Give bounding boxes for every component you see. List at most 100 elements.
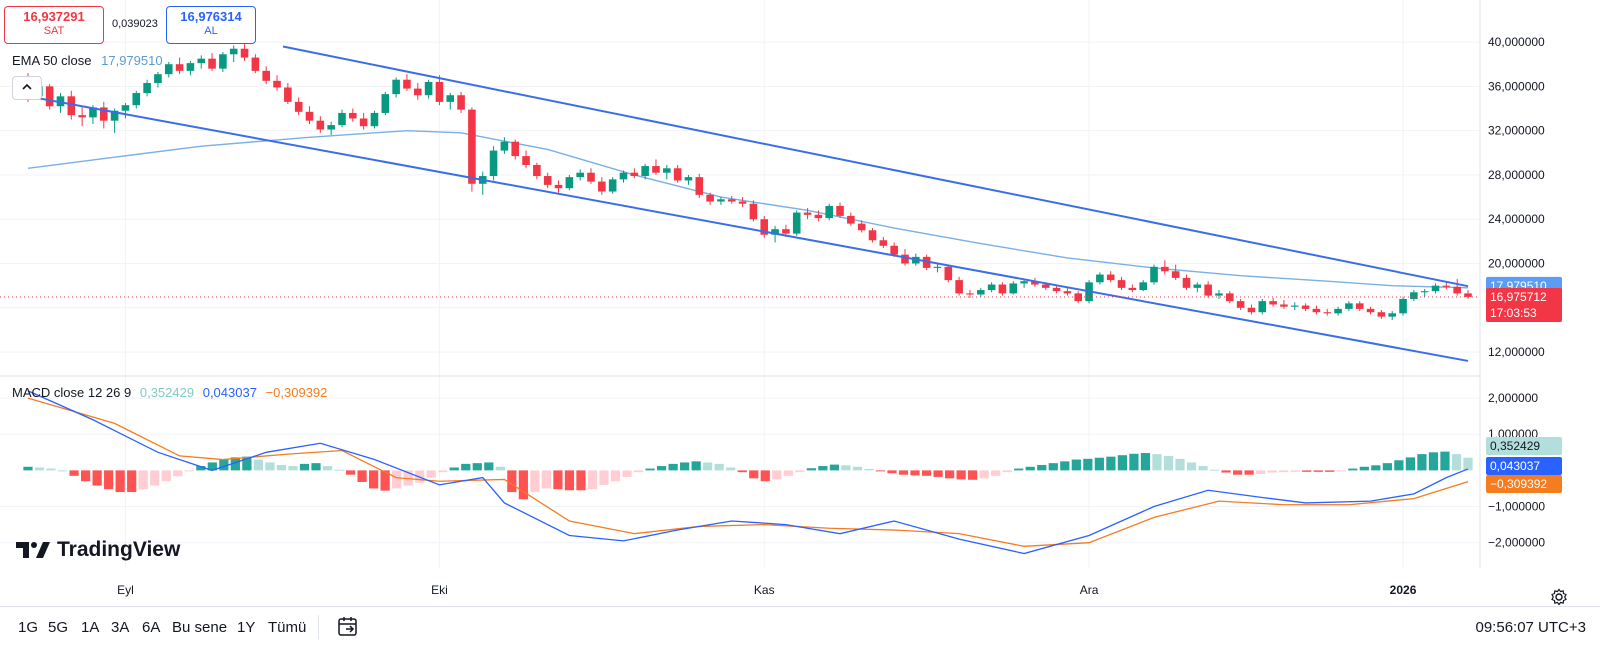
- macd-hist-label-bg: [1486, 437, 1562, 455]
- candle-body: [500, 141, 509, 151]
- candle-body: [1247, 307, 1256, 313]
- macd-histogram-bar: [956, 470, 966, 480]
- price-axis-tick: 12,000000: [1488, 345, 1545, 359]
- candle-body: [1290, 305, 1299, 307]
- sell-label: SAT: [43, 25, 65, 37]
- macd-histogram-bar: [668, 463, 678, 471]
- macd-histogram-bar: [253, 459, 264, 471]
- candle-body: [1323, 312, 1332, 314]
- macd-histogram-bar: [783, 470, 793, 476]
- candle-body: [663, 168, 671, 173]
- tradingview-logo[interactable]: TradingView: [16, 538, 180, 562]
- toolbar-divider: [318, 615, 319, 639]
- candle-body: [771, 229, 779, 235]
- timeframe-1a[interactable]: 1A: [81, 619, 100, 636]
- macd-histogram-bar: [622, 470, 632, 477]
- sell-price-box[interactable]: 16,937291 SAT: [4, 6, 104, 44]
- macd-histogram-bar: [553, 470, 563, 490]
- candle-body: [262, 70, 270, 81]
- macd-histogram-bar: [633, 470, 644, 473]
- macd-histogram-bar: [1186, 462, 1197, 471]
- chart-canvas[interactable]: 12,00000016,00000020,00000024,00000028,0…: [0, 0, 1600, 606]
- macd-legend-name: MACD close 12 26 9: [12, 385, 132, 400]
- candle-body: [186, 63, 195, 71]
- candle-body: [327, 125, 335, 130]
- macd-histogram-bar: [656, 466, 667, 471]
- timeframe-bu-sene[interactable]: Bu sene: [172, 619, 228, 636]
- timeframe-tumu[interactable]: Tümü: [268, 619, 307, 636]
- timeframe-5g[interactable]: 5G: [48, 619, 69, 636]
- candle-body: [1041, 284, 1050, 288]
- sell-price: 16,937291: [23, 9, 85, 24]
- candle-body: [294, 101, 303, 112]
- macd-histogram-bar: [875, 470, 886, 472]
- macd-signal-label: −0,309392: [1490, 477, 1547, 491]
- macd-histogram-bar: [806, 468, 816, 471]
- macd-histogram-bar: [1037, 464, 1047, 471]
- candle-body: [392, 79, 400, 95]
- candle-body: [608, 179, 617, 192]
- candle-body: [208, 58, 216, 69]
- time-axis-tick: 2026: [1390, 583, 1417, 597]
- calendar-range-icon: [338, 617, 357, 636]
- macd-histogram-bar: [829, 464, 840, 471]
- macd-histogram-bar: [1244, 470, 1254, 475]
- candle-body: [554, 184, 563, 189]
- candle-body: [359, 118, 368, 127]
- macd-histogram-bar: [276, 464, 287, 471]
- candle-body: [1399, 298, 1407, 314]
- macd-histogram-bar: [230, 457, 240, 471]
- candle-body: [1031, 281, 1039, 285]
- candle-body: [381, 94, 390, 113]
- candle-body: [511, 141, 520, 157]
- timeframe-3a[interactable]: 3A: [111, 619, 130, 636]
- macd-histogram-bar: [161, 470, 171, 482]
- macd-axis-tick: 2,000000: [1488, 391, 1538, 405]
- macd-histogram-bar: [1221, 470, 1231, 473]
- macd-histogram-bar: [449, 467, 459, 471]
- candle-body: [1193, 284, 1202, 288]
- macd-histogram-bar: [507, 470, 517, 493]
- tradingview-logo-icon: [16, 542, 50, 558]
- macd-histogram-bar: [541, 470, 552, 489]
- candle-body: [1377, 312, 1386, 317]
- countdown-label: 17:03:53: [1490, 306, 1537, 320]
- macd-histogram-bar: [495, 466, 505, 471]
- candle-body: [576, 172, 584, 178]
- ema-legend[interactable]: EMA 50 close 17,979510: [12, 53, 163, 68]
- collapse-legend-button[interactable]: [12, 76, 42, 100]
- candle-body: [229, 48, 238, 55]
- candle-body: [1226, 293, 1234, 302]
- macd-histogram-bar: [322, 466, 333, 471]
- timeframe-1g[interactable]: 1G: [18, 619, 39, 636]
- macd-histogram-bar: [726, 467, 736, 471]
- macd-histogram-bar: [1359, 466, 1369, 471]
- macd-histogram-bar: [1175, 458, 1185, 471]
- macd-histogram-bar: [288, 466, 298, 471]
- candle-body: [533, 164, 541, 177]
- chevron-up-icon: [22, 83, 32, 90]
- candle-body: [143, 83, 151, 93]
- candle-body: [1312, 308, 1321, 313]
- candle-body: [847, 215, 855, 224]
- candle-body: [67, 96, 76, 116]
- chart-settings-button[interactable]: [1550, 588, 1568, 611]
- price-axis-tick: 20,000000: [1488, 257, 1545, 271]
- macd-signal-line: [27, 397, 1469, 547]
- current-price-label: 16,975712: [1490, 290, 1547, 304]
- candle-body: [1128, 287, 1137, 291]
- buy-price-box[interactable]: 16,976314 AL: [166, 6, 256, 44]
- candle-body: [1280, 304, 1288, 307]
- macd-histogram-bar: [34, 467, 45, 471]
- macd-legend[interactable]: MACD close 12 26 9 0,352429 0,043037 −0,…: [12, 385, 327, 400]
- macd-legend-macd: 0,043037: [202, 385, 257, 400]
- candle-body: [1431, 285, 1440, 292]
- macd-histogram-bar: [242, 456, 252, 471]
- date-range-button[interactable]: [336, 615, 360, 644]
- candle-body: [987, 284, 996, 291]
- macd-histogram-bar: [887, 470, 897, 474]
- timeframe-1y[interactable]: 1Y: [237, 619, 256, 636]
- timeframe-6a[interactable]: 6A: [142, 619, 161, 636]
- candle-body: [1334, 308, 1342, 314]
- macd-histogram-bar: [1002, 470, 1012, 473]
